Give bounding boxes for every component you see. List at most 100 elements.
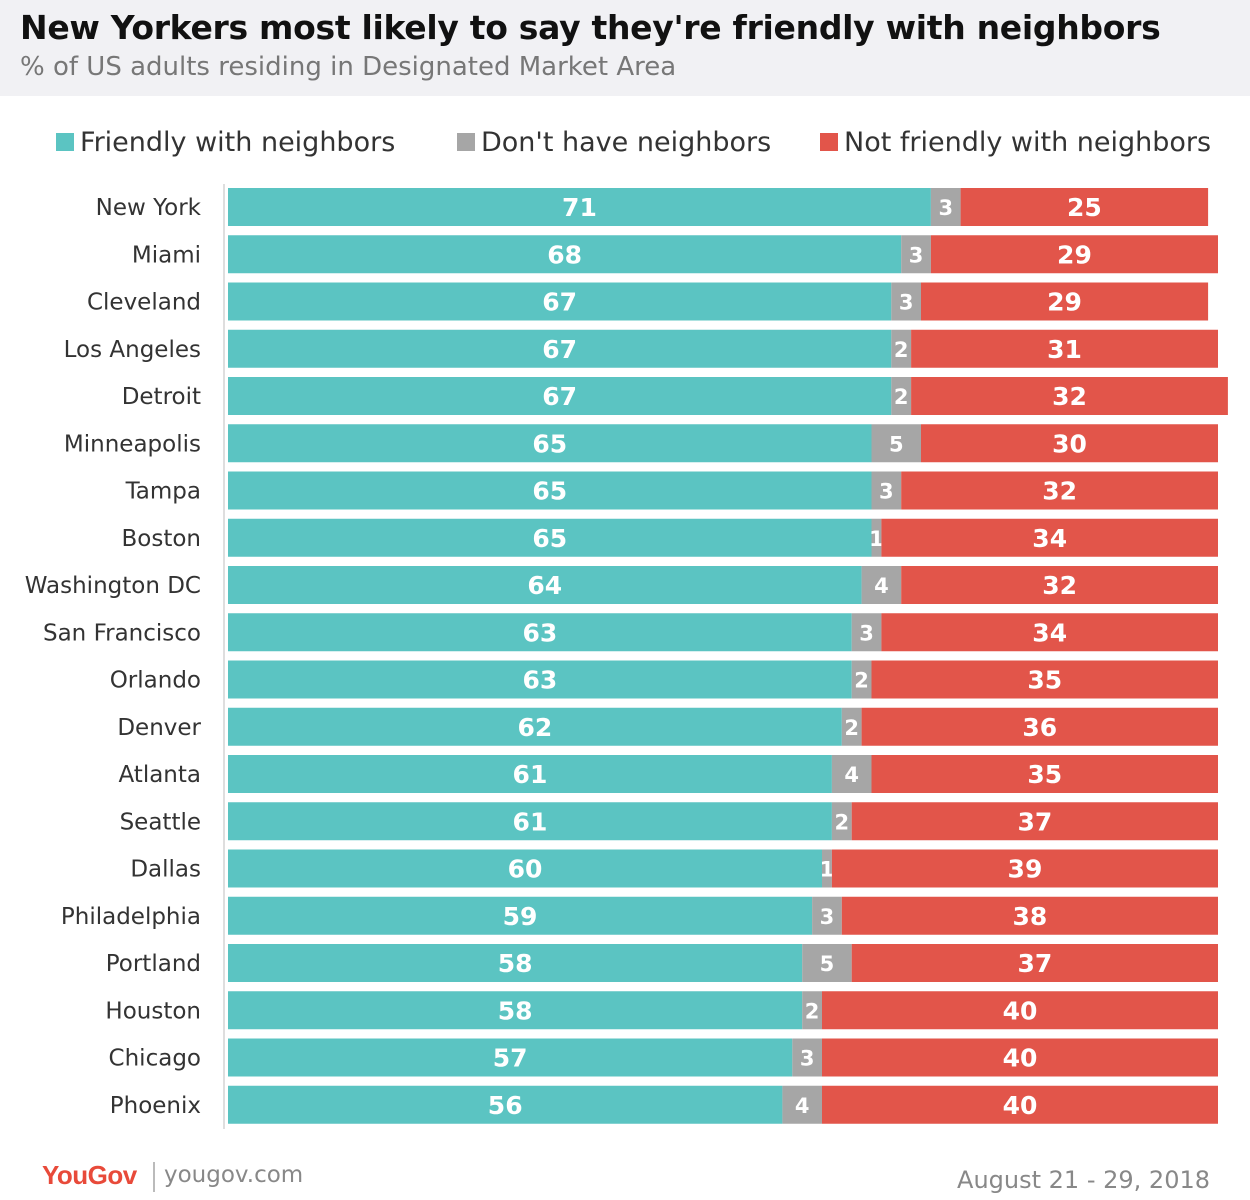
value-label-friendly-with-neighbors-miami: 68 xyxy=(547,240,582,269)
bar-friendly-with-neighbors-chicago xyxy=(228,1038,793,1077)
value-label-friendly-with-neighbors-washington-dc: 64 xyxy=(527,571,562,600)
value-label-friendly-with-neighbors-denver: 62 xyxy=(518,713,553,742)
yougov-logo: YouGov xyxy=(42,1160,137,1190)
value-label-not-friendly-with-neighbors-san-francisco: 34 xyxy=(1032,618,1067,647)
value-label-don-t-have-neighbors-houston: 2 xyxy=(805,999,820,1023)
category-label-philadelphia: Philadelphia xyxy=(61,904,201,930)
bar-friendly-with-neighbors-dallas xyxy=(228,849,822,888)
bar-not-friendly-with-neighbors-new-york xyxy=(960,188,1209,226)
value-label-friendly-with-neighbors-dallas: 60 xyxy=(508,855,543,884)
bar-don-t-have-neighbors-washington-dc xyxy=(861,566,902,604)
bar-friendly-with-neighbors-los-angeles xyxy=(228,329,892,368)
category-label-orlando: Orlando xyxy=(110,668,201,694)
value-label-don-t-have-neighbors-chicago: 3 xyxy=(800,1047,815,1071)
bar-not-friendly-with-neighbors-denver xyxy=(861,707,1218,746)
bar-don-t-have-neighbors-denver xyxy=(841,707,862,746)
category-label-cleveland: Cleveland xyxy=(87,290,201,316)
bar-don-t-have-neighbors-cleveland xyxy=(891,282,921,321)
bar-don-t-have-neighbors-detroit xyxy=(891,377,912,415)
bar-friendly-with-neighbors-cleveland xyxy=(228,282,892,321)
bar-not-friendly-with-neighbors-portland xyxy=(851,944,1218,982)
value-label-don-t-have-neighbors-detroit: 2 xyxy=(894,385,909,409)
value-label-not-friendly-with-neighbors-miami: 29 xyxy=(1057,240,1092,269)
legend-label-no-neighbors: Don't have neighbors xyxy=(481,126,772,158)
value-label-don-t-have-neighbors-philadelphia: 3 xyxy=(820,905,835,929)
bar-not-friendly-with-neighbors-cleveland xyxy=(921,282,1209,321)
chart-header: New Yorkers most likely to say they're f… xyxy=(0,0,1250,96)
bar-friendly-with-neighbors-tampa xyxy=(228,471,872,510)
bar-not-friendly-with-neighbors-houston xyxy=(822,991,1218,1030)
value-label-don-t-have-neighbors-cleveland: 3 xyxy=(899,291,914,315)
value-label-friendly-with-neighbors-detroit: 67 xyxy=(542,382,577,411)
value-label-friendly-with-neighbors-seattle: 61 xyxy=(513,807,548,836)
bar-friendly-with-neighbors-miami xyxy=(228,235,902,274)
bar-friendly-with-neighbors-phoenix xyxy=(228,1085,783,1124)
bar-not-friendly-with-neighbors-detroit xyxy=(911,377,1228,415)
chart-subtitle: % of US adults residing in Designated Ma… xyxy=(20,52,677,82)
value-label-don-t-have-neighbors-boston: 1 xyxy=(869,527,884,551)
value-label-not-friendly-with-neighbors-orlando: 35 xyxy=(1027,666,1062,695)
bar-friendly-with-neighbors-denver xyxy=(228,707,842,746)
bar-not-friendly-with-neighbors-washington-dc xyxy=(901,566,1218,604)
bar-not-friendly-with-neighbors-orlando xyxy=(871,660,1218,699)
value-label-not-friendly-with-neighbors-seattle: 37 xyxy=(1017,807,1052,836)
bar-not-friendly-with-neighbors-atlanta xyxy=(871,755,1218,793)
value-label-not-friendly-with-neighbors-los-angeles: 31 xyxy=(1047,335,1082,364)
category-label-washington-dc: Washington DC xyxy=(25,573,201,599)
value-label-friendly-with-neighbors-portland: 58 xyxy=(498,949,533,978)
bar-don-t-have-neighbors-boston xyxy=(871,518,882,557)
category-label-minneapolis: Minneapolis xyxy=(64,431,201,457)
category-label-new-york: New York xyxy=(96,195,202,221)
legend-item-no-neighbors: Don't have neighbors xyxy=(457,124,771,160)
bar-friendly-with-neighbors-seattle xyxy=(228,802,832,841)
value-label-don-t-have-neighbors-denver: 2 xyxy=(844,716,859,740)
bar-friendly-with-neighbors-portland xyxy=(228,944,803,982)
value-label-not-friendly-with-neighbors-boston: 34 xyxy=(1032,524,1067,553)
category-label-chicago: Chicago xyxy=(109,1046,201,1072)
bar-not-friendly-with-neighbors-dallas xyxy=(831,849,1218,888)
bar-don-t-have-neighbors-tampa xyxy=(871,471,902,510)
survey-date: August 21 - 29, 2018 xyxy=(957,1166,1210,1194)
value-label-friendly-with-neighbors-los-angeles: 67 xyxy=(542,335,577,364)
value-label-don-t-have-neighbors-dallas: 1 xyxy=(820,858,835,882)
value-label-don-t-have-neighbors-miami: 3 xyxy=(909,243,924,267)
bar-friendly-with-neighbors-new-york xyxy=(228,188,931,226)
bar-not-friendly-with-neighbors-los-angeles xyxy=(911,329,1218,368)
category-label-seattle: Seattle xyxy=(120,809,201,835)
bar-friendly-with-neighbors-philadelphia xyxy=(228,896,813,935)
category-label-portland: Portland xyxy=(106,951,201,977)
bar-not-friendly-with-neighbors-philadelphia xyxy=(841,896,1218,935)
value-label-friendly-with-neighbors-phoenix: 56 xyxy=(488,1091,523,1120)
category-label-tampa: Tampa xyxy=(125,479,201,505)
value-label-friendly-with-neighbors-houston: 58 xyxy=(498,996,533,1025)
bar-friendly-with-neighbors-san-francisco xyxy=(228,613,852,652)
bar-don-t-have-neighbors-atlanta xyxy=(831,755,872,793)
value-label-not-friendly-with-neighbors-minneapolis: 30 xyxy=(1052,429,1087,458)
value-label-not-friendly-with-neighbors-chicago: 40 xyxy=(1003,1044,1038,1073)
value-label-friendly-with-neighbors-cleveland: 67 xyxy=(542,288,577,317)
value-label-not-friendly-with-neighbors-tampa: 32 xyxy=(1042,477,1077,506)
bar-don-t-have-neighbors-orlando xyxy=(851,660,872,699)
bar-don-t-have-neighbors-houston xyxy=(802,991,822,1030)
bar-not-friendly-with-neighbors-san-francisco xyxy=(881,613,1218,652)
category-label-phoenix: Phoenix xyxy=(110,1093,201,1119)
category-label-atlanta: Atlanta xyxy=(118,762,201,788)
legend-label-not-friendly: Not friendly with neighbors xyxy=(844,126,1212,158)
value-label-don-t-have-neighbors-new-york: 3 xyxy=(938,196,953,220)
value-label-don-t-have-neighbors-orlando: 2 xyxy=(854,669,869,693)
value-label-friendly-with-neighbors-san-francisco: 63 xyxy=(522,618,557,647)
value-label-don-t-have-neighbors-washington-dc: 4 xyxy=(874,574,889,598)
footer-divider xyxy=(153,1162,155,1192)
bar-don-t-have-neighbors-san-francisco xyxy=(851,613,882,652)
value-label-friendly-with-neighbors-boston: 65 xyxy=(532,524,567,553)
category-label-denver: Denver xyxy=(117,715,201,741)
legend-swatch-not-friendly xyxy=(820,133,838,151)
value-label-don-t-have-neighbors-atlanta: 4 xyxy=(844,763,859,787)
value-label-not-friendly-with-neighbors-detroit: 32 xyxy=(1052,382,1087,411)
bar-friendly-with-neighbors-boston xyxy=(228,518,872,557)
bar-not-friendly-with-neighbors-chicago xyxy=(822,1038,1218,1077)
value-label-friendly-with-neighbors-atlanta: 61 xyxy=(513,760,548,789)
bar-don-t-have-neighbors-dallas xyxy=(822,849,832,888)
category-label-san-francisco: San Francisco xyxy=(43,620,201,646)
